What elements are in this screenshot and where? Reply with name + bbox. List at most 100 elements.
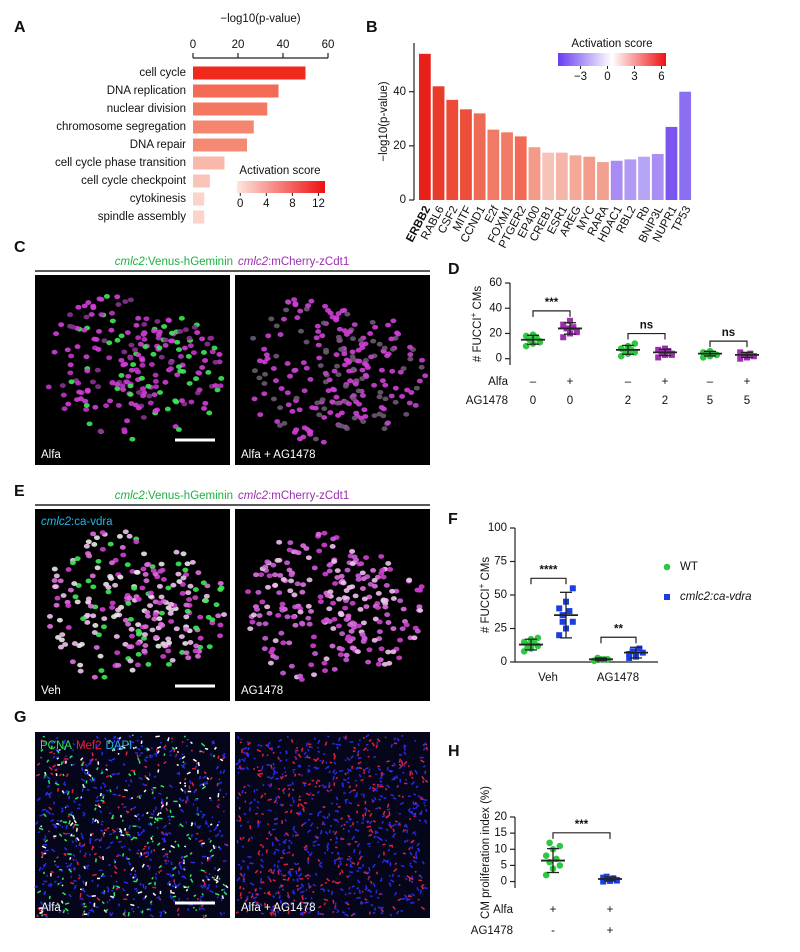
cell bbox=[388, 874, 391, 877]
cell bbox=[317, 363, 324, 368]
cell bbox=[377, 854, 381, 859]
cell bbox=[425, 809, 428, 812]
cell bbox=[347, 857, 353, 861]
cell bbox=[155, 806, 157, 810]
cell bbox=[134, 869, 137, 872]
cell bbox=[91, 832, 94, 835]
row-value: + bbox=[607, 925, 614, 937]
cell bbox=[183, 602, 190, 608]
cell bbox=[382, 843, 386, 846]
cell bbox=[164, 862, 168, 865]
cell bbox=[96, 767, 99, 771]
cell bbox=[412, 859, 418, 864]
cell bbox=[105, 908, 109, 912]
cell bbox=[424, 770, 427, 775]
cell bbox=[291, 828, 295, 831]
cell bbox=[404, 877, 408, 881]
cell bbox=[220, 897, 223, 901]
cell bbox=[339, 887, 344, 892]
cell bbox=[218, 585, 225, 591]
cell bbox=[47, 904, 52, 908]
cell bbox=[272, 766, 276, 771]
cell bbox=[144, 613, 151, 619]
cell bbox=[365, 734, 370, 738]
cell bbox=[333, 753, 336, 757]
cell bbox=[215, 765, 219, 770]
cell bbox=[59, 868, 62, 871]
cell bbox=[295, 550, 302, 556]
cell bbox=[157, 390, 164, 395]
cell bbox=[319, 333, 326, 339]
cell bbox=[264, 356, 271, 361]
cell bbox=[282, 878, 287, 881]
cell bbox=[378, 554, 385, 559]
cell bbox=[83, 771, 87, 776]
cell bbox=[385, 322, 392, 328]
cell bbox=[126, 893, 129, 896]
cell bbox=[382, 810, 386, 816]
cell bbox=[276, 745, 281, 749]
cell bbox=[423, 801, 426, 804]
cell bbox=[368, 786, 372, 790]
cell bbox=[349, 871, 354, 874]
cell bbox=[379, 776, 383, 780]
cell bbox=[179, 781, 182, 785]
cell bbox=[181, 753, 184, 756]
cell bbox=[375, 661, 382, 667]
cell bbox=[295, 884, 299, 888]
cell bbox=[188, 785, 191, 790]
cell bbox=[338, 871, 342, 875]
cell bbox=[255, 812, 258, 815]
cell bbox=[416, 886, 420, 892]
cell bbox=[325, 877, 330, 882]
cell bbox=[274, 558, 281, 563]
cell bbox=[186, 745, 188, 747]
cell bbox=[317, 739, 321, 745]
cell bbox=[303, 365, 310, 371]
cell bbox=[82, 912, 85, 917]
cell bbox=[398, 763, 403, 768]
cell bbox=[189, 874, 192, 878]
cell bbox=[368, 833, 373, 837]
cell bbox=[199, 894, 205, 899]
cell bbox=[310, 643, 317, 649]
cell bbox=[62, 773, 65, 777]
bar bbox=[665, 126, 678, 200]
cell bbox=[178, 398, 185, 404]
cell bbox=[43, 880, 48, 883]
cell bbox=[341, 782, 344, 785]
colorbar-title: Activation score bbox=[239, 165, 320, 177]
cell bbox=[370, 567, 377, 573]
cell-layer bbox=[45, 294, 225, 442]
cell bbox=[348, 892, 352, 895]
cell bbox=[292, 878, 296, 882]
cell bbox=[154, 319, 161, 324]
cell bbox=[400, 898, 406, 900]
cell bbox=[300, 360, 307, 366]
cell bbox=[179, 590, 186, 596]
cell bbox=[95, 347, 102, 352]
cell bbox=[281, 787, 286, 792]
cell bbox=[312, 844, 316, 847]
cell bbox=[266, 776, 271, 779]
cell bbox=[317, 750, 321, 754]
cell bbox=[93, 786, 98, 790]
cell bbox=[75, 304, 82, 310]
cell bbox=[91, 674, 98, 680]
cell bbox=[333, 906, 338, 911]
data-point bbox=[542, 852, 550, 860]
cell bbox=[267, 809, 270, 812]
cell bbox=[71, 641, 78, 646]
cell bbox=[135, 405, 142, 411]
category-label: spindle assembly bbox=[98, 211, 186, 223]
cell bbox=[129, 798, 132, 800]
cell bbox=[407, 352, 414, 357]
cell bbox=[257, 743, 261, 747]
cell bbox=[235, 911, 239, 914]
data-point bbox=[556, 862, 564, 869]
cell bbox=[330, 890, 334, 896]
cell bbox=[69, 881, 75, 885]
cell bbox=[272, 378, 279, 384]
cell bbox=[376, 629, 383, 635]
cell bbox=[359, 767, 363, 770]
